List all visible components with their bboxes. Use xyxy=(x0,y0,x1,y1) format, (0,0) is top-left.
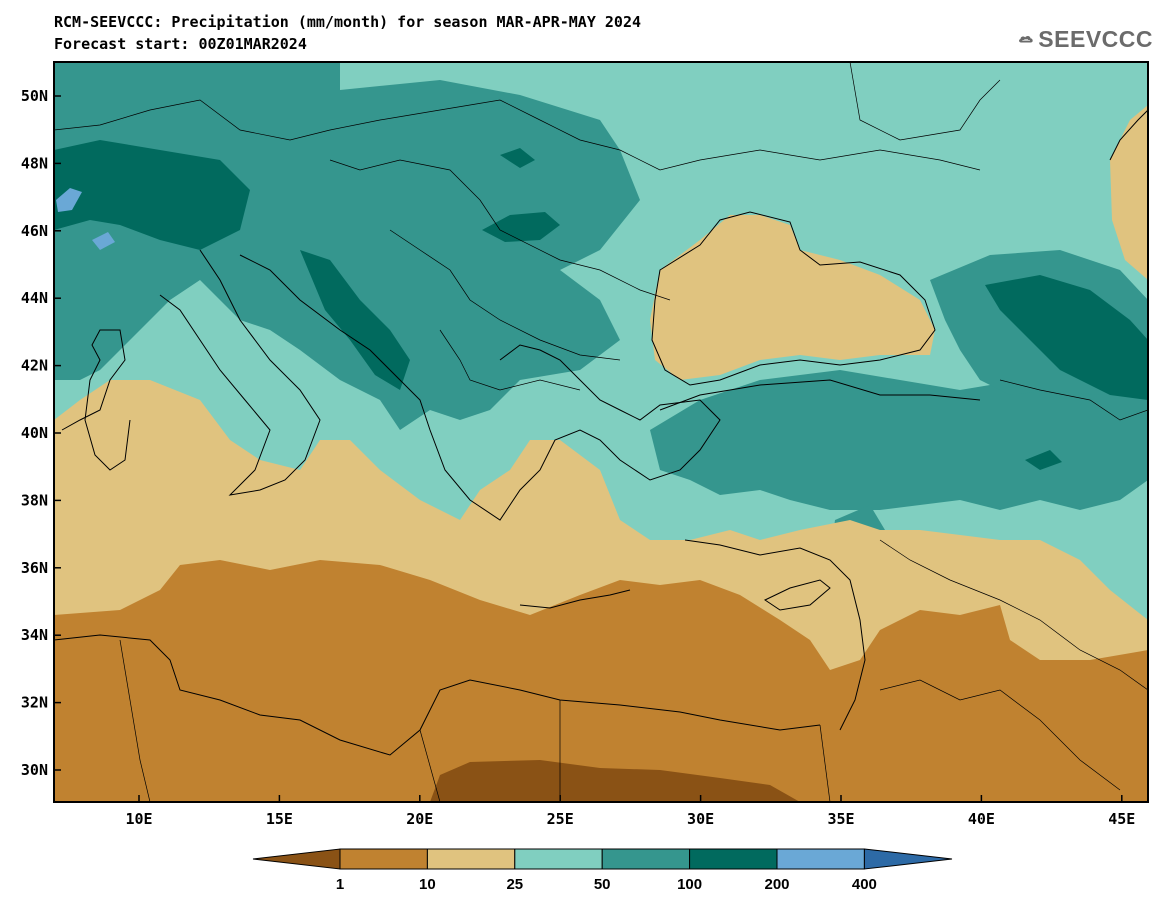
lon-label: 35E xyxy=(827,810,854,828)
lat-label: 34N xyxy=(21,626,48,644)
cloud-icon xyxy=(1019,35,1033,43)
lon-label: 20E xyxy=(406,810,433,828)
lat-label: 40N xyxy=(21,424,48,442)
lon-label: 45E xyxy=(1108,810,1135,828)
field-blacksea-tan xyxy=(650,215,935,380)
colorbar-label: 10 xyxy=(419,876,436,893)
field-balkans-alps-medium xyxy=(54,62,640,430)
field-caucasus-dark xyxy=(985,275,1148,400)
field-dinaric-dark xyxy=(300,250,410,390)
forecast-start-label: Forecast start: 00Z01MAR2024 xyxy=(54,35,307,53)
colorbar-segment xyxy=(689,848,778,870)
field-alps-dark xyxy=(54,140,250,250)
field-caspian-tan xyxy=(1110,105,1148,280)
lat-label: 50N xyxy=(21,87,48,105)
seevccc-logo: SEEVCCC xyxy=(1018,22,1153,56)
colorbar-segment xyxy=(863,848,953,870)
colorbar-label: 200 xyxy=(764,876,790,893)
colorbar-segment xyxy=(426,848,516,870)
colorbar-segment xyxy=(776,848,865,870)
lat-label: 44N xyxy=(21,289,48,307)
colorbar-label: 400 xyxy=(851,876,877,893)
coastlines xyxy=(54,109,1148,756)
lat-label: 42N xyxy=(21,357,48,375)
lon-label: 40E xyxy=(968,810,995,828)
lon-label: 10E xyxy=(125,810,152,828)
lat-label: 46N xyxy=(21,222,48,240)
lat-label: 32N xyxy=(21,694,48,712)
lon-label: 15E xyxy=(266,810,293,828)
field-carpathian-dark xyxy=(482,212,560,242)
longitude-axis: 10E 15E 20E 25E 30E 35E 40E 45E xyxy=(125,795,1135,828)
field-alps-blue xyxy=(56,188,82,212)
map-field xyxy=(54,62,1148,802)
colorbar xyxy=(252,848,953,870)
colorbar-segment xyxy=(514,848,603,870)
lat-label: 48N xyxy=(21,154,48,172)
map-frame xyxy=(53,61,1149,803)
map-title: RCM-SEEVCCC: Precipitation (mm/month) fo… xyxy=(54,13,641,31)
colorbar-label: 25 xyxy=(506,876,524,893)
field-carpathian-dark-2 xyxy=(500,148,535,168)
lon-label: 30E xyxy=(687,810,714,828)
field-desert-darkbrown xyxy=(430,760,800,802)
colorbar-segment xyxy=(601,848,691,870)
latitude-axis: 50N 48N 46N 44N 42N 40N 38N 36N 34N 32N 30N xyxy=(21,87,61,779)
lat-label: 30N xyxy=(21,761,48,779)
colorbar-label: 50 xyxy=(593,876,611,893)
field-turkey-medium xyxy=(650,370,1148,510)
colorbar-label: 1 xyxy=(335,876,345,893)
borders xyxy=(54,62,1148,802)
field-anatolia-dark xyxy=(1025,450,1062,470)
lat-label: 36N xyxy=(21,559,48,577)
colorbar-segment xyxy=(252,848,341,870)
field-northafrica-brown xyxy=(54,560,1148,802)
logo-text: SEEVCCC xyxy=(1038,25,1153,52)
colorbar-label: 100 xyxy=(677,876,703,893)
colorbar-segment xyxy=(339,848,428,870)
field-alps-blue-2 xyxy=(92,232,115,250)
lat-label: 38N xyxy=(21,491,48,509)
lon-label: 25E xyxy=(547,810,574,828)
